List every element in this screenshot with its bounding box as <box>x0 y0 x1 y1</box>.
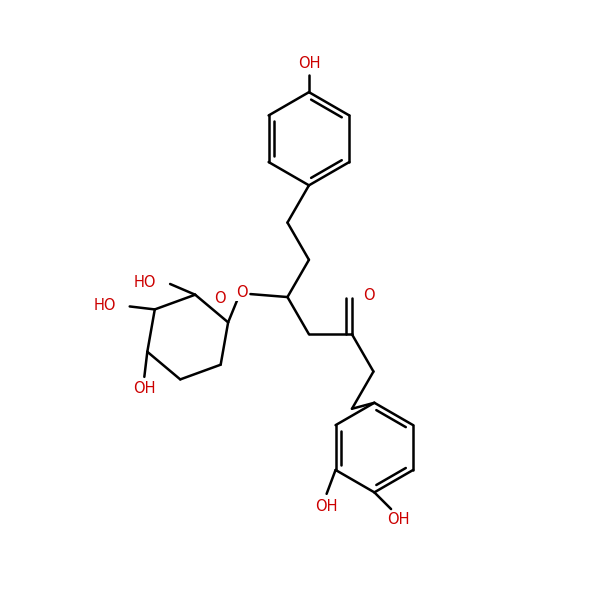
Text: HO: HO <box>94 298 116 313</box>
Text: O: O <box>236 285 247 300</box>
Text: OH: OH <box>133 381 155 396</box>
Text: OH: OH <box>298 56 320 71</box>
Text: O: O <box>363 288 374 303</box>
Text: OH: OH <box>387 512 409 527</box>
Text: OH: OH <box>316 499 338 514</box>
Text: O: O <box>214 291 226 306</box>
Text: HO: HO <box>134 275 157 290</box>
